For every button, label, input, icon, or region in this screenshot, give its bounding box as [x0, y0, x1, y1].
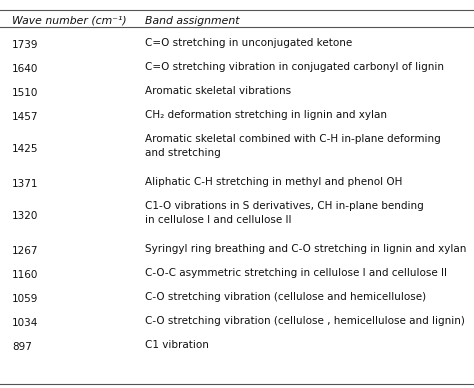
Text: CH₂ deformation stretching in lignin and xylan: CH₂ deformation stretching in lignin and…	[145, 110, 387, 120]
Text: Wave number (cm⁻¹): Wave number (cm⁻¹)	[12, 16, 127, 26]
Text: 1739: 1739	[12, 40, 38, 50]
Text: 1457: 1457	[12, 112, 38, 122]
Text: C1 vibration: C1 vibration	[145, 340, 209, 350]
Text: 1160: 1160	[12, 270, 38, 280]
Text: 1034: 1034	[12, 318, 38, 328]
Text: Aromatic skeletal combined with C-H in-plane deforming
and stretching: Aromatic skeletal combined with C-H in-p…	[145, 134, 440, 158]
Text: C-O stretching vibration (cellulose and hemicellulose): C-O stretching vibration (cellulose and …	[145, 292, 426, 302]
Text: 1640: 1640	[12, 64, 38, 74]
Text: C-O-C asymmetric stretching in cellulose I and cellulose II: C-O-C asymmetric stretching in cellulose…	[145, 268, 447, 278]
Text: C1-O vibrations in S derivatives, CH in-plane bending
in cellulose I and cellulo: C1-O vibrations in S derivatives, CH in-…	[145, 201, 423, 225]
Text: 897: 897	[12, 342, 32, 352]
Text: C=O stretching in unconjugated ketone: C=O stretching in unconjugated ketone	[145, 38, 352, 48]
Text: C=O stretching vibration in conjugated carbonyl of lignin: C=O stretching vibration in conjugated c…	[145, 62, 444, 72]
Text: 1425: 1425	[12, 144, 38, 154]
Text: Aliphatic C-H stretching in methyl and phenol OH: Aliphatic C-H stretching in methyl and p…	[145, 177, 402, 187]
Text: 1267: 1267	[12, 246, 38, 256]
Text: 1059: 1059	[12, 294, 38, 304]
Text: 1371: 1371	[12, 179, 38, 189]
Text: 1510: 1510	[12, 88, 38, 98]
Text: Aromatic skeletal vibrations: Aromatic skeletal vibrations	[145, 86, 291, 96]
Text: Band assignment: Band assignment	[145, 16, 239, 26]
Text: 1320: 1320	[12, 211, 38, 221]
Text: Syringyl ring breathing and C-O stretching in lignin and xylan: Syringyl ring breathing and C-O stretchi…	[145, 244, 466, 254]
Text: C-O stretching vibration (cellulose , hemicellulose and lignin): C-O stretching vibration (cellulose , he…	[145, 316, 465, 326]
